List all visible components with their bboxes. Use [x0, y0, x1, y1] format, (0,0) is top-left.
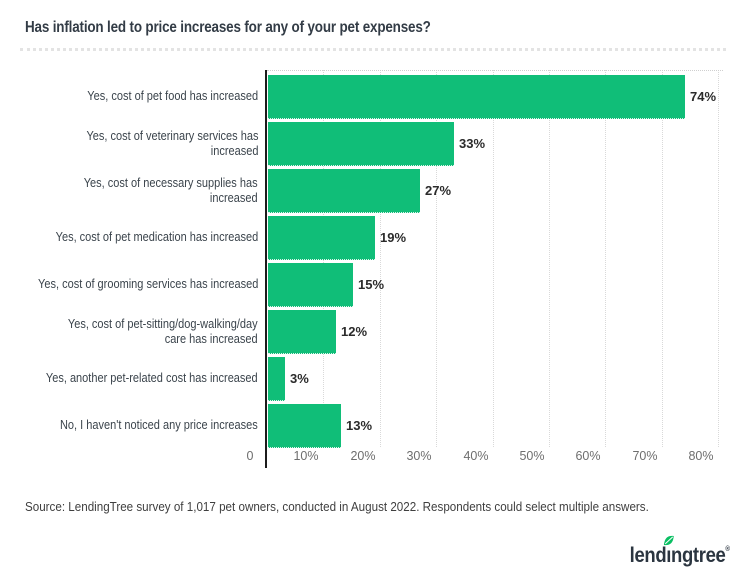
plot-top-border: [267, 70, 723, 71]
x-axis-tick-label: 10%: [293, 449, 319, 463]
category-label: Yes, cost of grooming services has incre…: [38, 263, 258, 306]
logo-leaf-icon: [663, 535, 674, 546]
category-label-line: Yes, cost of pet medication has increase…: [55, 230, 258, 244]
category-label-line: Yes, cost of veterinary services has: [85, 128, 258, 143]
bar: [268, 310, 336, 354]
category-label-line: Yes, cost of pet-sitting/dog-walking/day: [68, 316, 258, 331]
bar: [268, 75, 685, 119]
category-label: No, I haven't noticed any price increase…: [60, 404, 258, 447]
bar: [268, 216, 375, 260]
registered-mark: ®: [725, 546, 730, 553]
x-axis-tick-label: 30%: [406, 449, 432, 463]
x-axis-tick-label: 20%: [350, 449, 376, 463]
x-gridline: [379, 70, 381, 447]
category-label: Yes, cost of pet medication has increase…: [55, 216, 258, 259]
bar: [268, 122, 454, 166]
x-gridline: [549, 70, 550, 447]
value-label: 15%: [358, 277, 385, 292]
category-label: Yes, cost of necessary supplies has incre…: [84, 169, 258, 212]
title-divider: [20, 48, 726, 51]
value-label: 27%: [425, 183, 452, 198]
y-axis-line: [265, 70, 267, 468]
logo-letter-i: ı: [663, 535, 674, 568]
x-gridline: [492, 70, 494, 447]
x-axis-tick-label: 70%: [632, 449, 658, 463]
category-label: Yes, another pet-related cost has increa…: [46, 357, 258, 400]
category-label: Yes, cost of pet-sitting/dog-walking/day…: [68, 310, 258, 353]
value-label: 19%: [380, 230, 407, 245]
category-label-line: Yes, another pet-related cost has increa…: [46, 371, 258, 385]
x-gridline: [605, 70, 607, 447]
bar: [268, 404, 341, 448]
category-label-line: care has increased: [165, 331, 258, 346]
value-label: 74%: [690, 89, 717, 104]
category-label-line: Yes, cost of pet food has increased: [87, 89, 258, 103]
lendingtree-logo: lendı ngtree®: [630, 535, 730, 568]
bar: [268, 357, 285, 401]
value-label: 3%: [290, 371, 309, 386]
chart: Yes, cost of pet food has increased 74% Ye…: [38, 70, 723, 468]
x-axis-tick-label: 80%: [688, 449, 714, 463]
x-gridline: [436, 70, 438, 447]
category-label-line: Yes, cost of necessary supplies has: [84, 175, 258, 190]
value-label: 12%: [341, 324, 368, 339]
category-label-line: Yes, cost of grooming services has incre…: [37, 277, 258, 291]
category-label-line: increased: [210, 143, 258, 158]
category-label-line: increased: [210, 190, 258, 205]
value-label: 33%: [459, 136, 486, 151]
x-axis-tick-label: 40%: [463, 449, 489, 463]
x-gridline: [718, 70, 720, 447]
category-label-line: No, I haven't noticed any price increase…: [60, 418, 258, 432]
category-label: Yes, cost of pet food has increased: [87, 75, 258, 118]
x-axis-tick-label: 60%: [575, 449, 601, 463]
x-axis-tick-label: 50%: [519, 449, 545, 463]
source-note: Source: LendingTree survey of 1,017 pet …: [25, 500, 649, 514]
category-label: Yes, cost of veterinary services has incr…: [86, 122, 258, 165]
chart-title: Has inflation led to price increases for…: [25, 19, 431, 36]
value-label: 13%: [346, 418, 373, 433]
x-axis-tick-label: 0: [246, 449, 254, 463]
bar: [268, 169, 420, 213]
bar: [268, 263, 353, 307]
x-gridline: [661, 70, 663, 447]
